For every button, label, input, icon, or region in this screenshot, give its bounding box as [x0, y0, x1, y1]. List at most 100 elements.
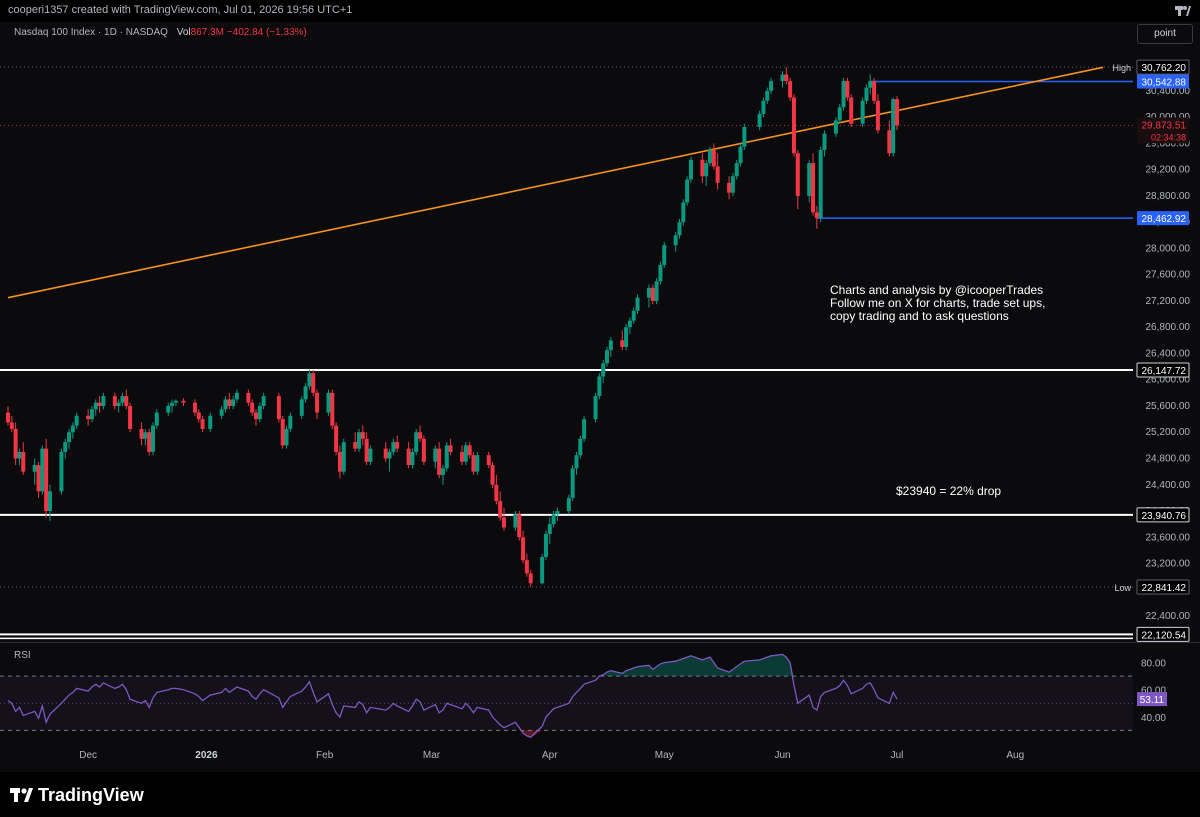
candle-body [555, 511, 560, 515]
candle-body [128, 405, 133, 429]
candle-body [93, 402, 98, 410]
level-price-tag: 26,147.72 [1142, 366, 1187, 377]
candle-body [700, 159, 705, 177]
candle-body [822, 133, 827, 150]
candle-body [299, 399, 304, 416]
rsi-tick-label: 60.00 [1141, 686, 1166, 697]
candle-body [875, 100, 880, 131]
candle-body [708, 149, 713, 164]
countdown-tag: 02:34:38 [1151, 132, 1186, 142]
candle-body [86, 415, 91, 420]
rsi-value-tag-bg [1137, 692, 1167, 707]
price-chart-svg[interactable]: 31,200.0030,800.0030,400.0030,000.0029,6… [0, 22, 1200, 772]
candle-body [257, 405, 262, 420]
candle-body [120, 396, 125, 403]
header-bar: cooperi1357 created with TradingView.com… [0, 0, 1200, 22]
candle-body [864, 87, 869, 101]
candle-body [13, 428, 18, 459]
candle-body [711, 149, 716, 167]
volume-value: 867.3M [190, 27, 225, 38]
candle-body [219, 409, 224, 416]
candle-body [475, 455, 480, 472]
candle-body [21, 451, 26, 472]
candle-body [620, 340, 625, 347]
candle-body [498, 501, 503, 518]
candle-body [543, 533, 548, 557]
candle-body [605, 350, 610, 364]
last-price-tag-bg [1137, 117, 1189, 144]
candle-body [192, 402, 197, 413]
candle-body [627, 320, 632, 328]
candle-body [811, 163, 816, 213]
high-price-tag-bg [1136, 59, 1190, 75]
candle-body [551, 514, 556, 525]
candle-body [143, 432, 148, 439]
y-tick-label: 22,400.00 [1146, 611, 1191, 622]
candle-body [47, 491, 52, 512]
candle-body [765, 90, 770, 101]
rsi-band-fill [0, 676, 1133, 731]
candle-body [631, 310, 636, 321]
candle-body [181, 400, 186, 403]
candle-body [688, 159, 693, 180]
candle-body [284, 428, 289, 446]
candle-body [406, 448, 411, 466]
candle-body [303, 386, 308, 400]
candle-body [227, 399, 232, 406]
candle-body [173, 400, 178, 403]
candle-body [467, 445, 472, 456]
low-price-tag-bg [1136, 579, 1190, 595]
candle-body [837, 107, 842, 121]
candle-body [444, 445, 449, 469]
y-tick-label: 25,200.00 [1146, 427, 1191, 438]
chart-area[interactable]: 31,200.0030,800.0030,400.0030,000.0029,6… [0, 22, 1200, 772]
candle-body [463, 445, 468, 462]
candle-body [280, 419, 285, 446]
candle-body [253, 412, 258, 420]
candle-body [32, 465, 37, 472]
candle-body [70, 425, 75, 433]
scale-mode-button[interactable]: point [1137, 24, 1193, 44]
rsi-overbought-fill [8, 654, 897, 677]
candle-body [860, 100, 865, 124]
candle-body [608, 340, 613, 351]
candle-body [414, 432, 419, 452]
x-tick-label: May [655, 750, 674, 761]
rsi-indicator-label[interactable]: RSI [14, 650, 31, 661]
candle-body [521, 537, 526, 561]
y-tick-label: 28,000.00 [1146, 243, 1191, 254]
y-tick-label: 25,600.00 [1146, 401, 1191, 412]
x-tick-label: Feb [316, 750, 334, 761]
low-price-tag: 22,841.42 [1142, 583, 1187, 594]
candle-body [74, 415, 79, 426]
candle-body [330, 392, 335, 426]
level-price-tag: 30,542.88 [1142, 78, 1187, 89]
level-price-tag-bg [1136, 362, 1190, 378]
candle-body [791, 97, 796, 154]
candle-body [654, 281, 659, 301]
rsi-tick-label: 80.00 [1141, 659, 1166, 670]
x-tick-label: 2026 [195, 750, 218, 761]
y-tick-label: 23,200.00 [1146, 559, 1191, 570]
x-tick-label: Dec [79, 750, 97, 761]
footer-brand: TradingView [38, 785, 144, 805]
candle-body [67, 432, 72, 443]
candle-body [440, 468, 445, 475]
candle-body [677, 222, 682, 236]
candle-body [501, 517, 506, 528]
x-tick-label: Aug [1006, 750, 1024, 761]
candle-body [315, 392, 320, 413]
symbol-name: Nasdaq 100 Index · 1D · NASDAQ [14, 27, 168, 38]
candle-body [578, 438, 583, 456]
y-tick-label: 29,600.00 [1146, 138, 1191, 149]
candle-body [490, 465, 495, 485]
candle-body [63, 442, 68, 452]
candle-body [574, 455, 579, 469]
low-tag-text: Low [1114, 583, 1131, 593]
y-tick-label: 26,400.00 [1146, 348, 1191, 359]
y-tick-label: 24,800.00 [1146, 453, 1191, 464]
y-tick-label: 24,400.00 [1146, 480, 1191, 491]
candle-body [894, 99, 899, 126]
candle-body [547, 524, 552, 534]
y-tick-label: 27,600.00 [1146, 270, 1191, 281]
